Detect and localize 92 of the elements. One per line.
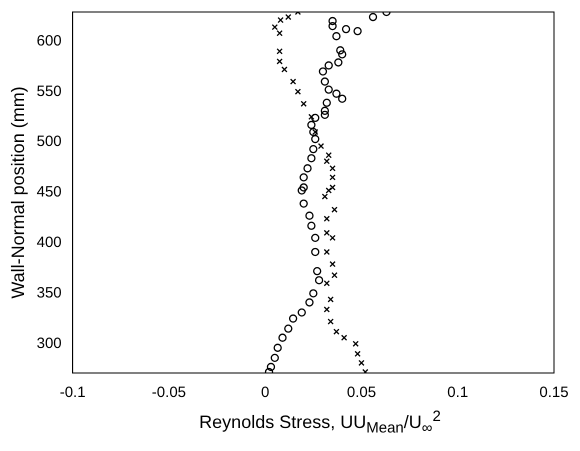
point (329, 165, 336, 172)
point (307, 154, 316, 162)
point (312, 128, 318, 136)
point (368, 12, 378, 22)
point (336, 46, 344, 54)
point (309, 144, 318, 154)
point (331, 206, 338, 213)
point (309, 128, 318, 136)
point (329, 234, 336, 241)
point (272, 24, 278, 30)
x-tick-label: 0.15 (539, 384, 569, 402)
point (276, 30, 283, 36)
point (324, 216, 330, 222)
point (322, 193, 328, 200)
point (300, 173, 308, 182)
point (284, 324, 292, 333)
x-tick-label: 0.05 (346, 384, 376, 402)
x-tick-label: -0.1 (60, 384, 86, 402)
point (276, 58, 283, 65)
point (314, 276, 324, 284)
point (274, 344, 282, 352)
point (332, 32, 341, 40)
point (322, 98, 331, 107)
point (311, 234, 320, 242)
point (308, 114, 315, 120)
point (288, 314, 298, 323)
point (311, 248, 320, 256)
point (358, 360, 365, 366)
y-tick-label: 350 (36, 284, 62, 302)
point (331, 272, 338, 278)
y-tick-label: 500 (36, 133, 62, 150)
point (307, 120, 316, 130)
point (320, 77, 330, 86)
point (277, 16, 284, 24)
point (311, 114, 320, 122)
point (324, 306, 330, 313)
point (313, 267, 322, 276)
point (266, 362, 276, 372)
y-tick-label: 300 (36, 334, 62, 352)
x-tick-label: 0 (261, 384, 270, 402)
point (300, 199, 308, 208)
point (329, 174, 336, 180)
point (298, 186, 306, 195)
point (276, 48, 283, 54)
point (320, 106, 330, 115)
point (329, 260, 336, 268)
point (278, 334, 287, 342)
y-tick-label: 400 (36, 234, 62, 252)
point (298, 308, 306, 317)
point (290, 78, 296, 85)
point (294, 88, 302, 95)
point (270, 354, 279, 362)
point (305, 212, 314, 220)
point (328, 318, 334, 325)
point (324, 230, 330, 236)
point (332, 90, 341, 98)
x-tick-label: -0.05 (152, 384, 186, 402)
point (318, 142, 324, 150)
point (324, 280, 330, 286)
point (285, 14, 292, 20)
x-tick-label: 0.1 (447, 384, 468, 402)
point (300, 183, 308, 192)
point (352, 340, 359, 347)
y-tick-label: 550 (36, 82, 62, 100)
point (324, 85, 333, 94)
point (309, 289, 318, 298)
point (311, 134, 320, 144)
point (338, 94, 346, 103)
point (338, 50, 346, 58)
point (328, 22, 337, 30)
point (303, 164, 312, 172)
y-axis-title: Wall-Normal position (mm) (8, 86, 28, 299)
point (340, 334, 348, 341)
point (328, 16, 337, 26)
point (281, 66, 288, 73)
point (342, 24, 350, 34)
point (333, 328, 340, 335)
point (354, 350, 361, 357)
point (307, 222, 316, 230)
point (324, 61, 333, 70)
point (324, 248, 330, 256)
point (329, 184, 336, 191)
point (353, 27, 362, 36)
point (334, 58, 342, 67)
point (318, 67, 328, 76)
y-tick-label: 450 (36, 184, 62, 201)
point (326, 187, 332, 194)
point (300, 100, 307, 107)
point (320, 110, 330, 120)
point (328, 296, 334, 303)
y-tick-label: 600 (36, 32, 62, 50)
point (305, 298, 314, 307)
